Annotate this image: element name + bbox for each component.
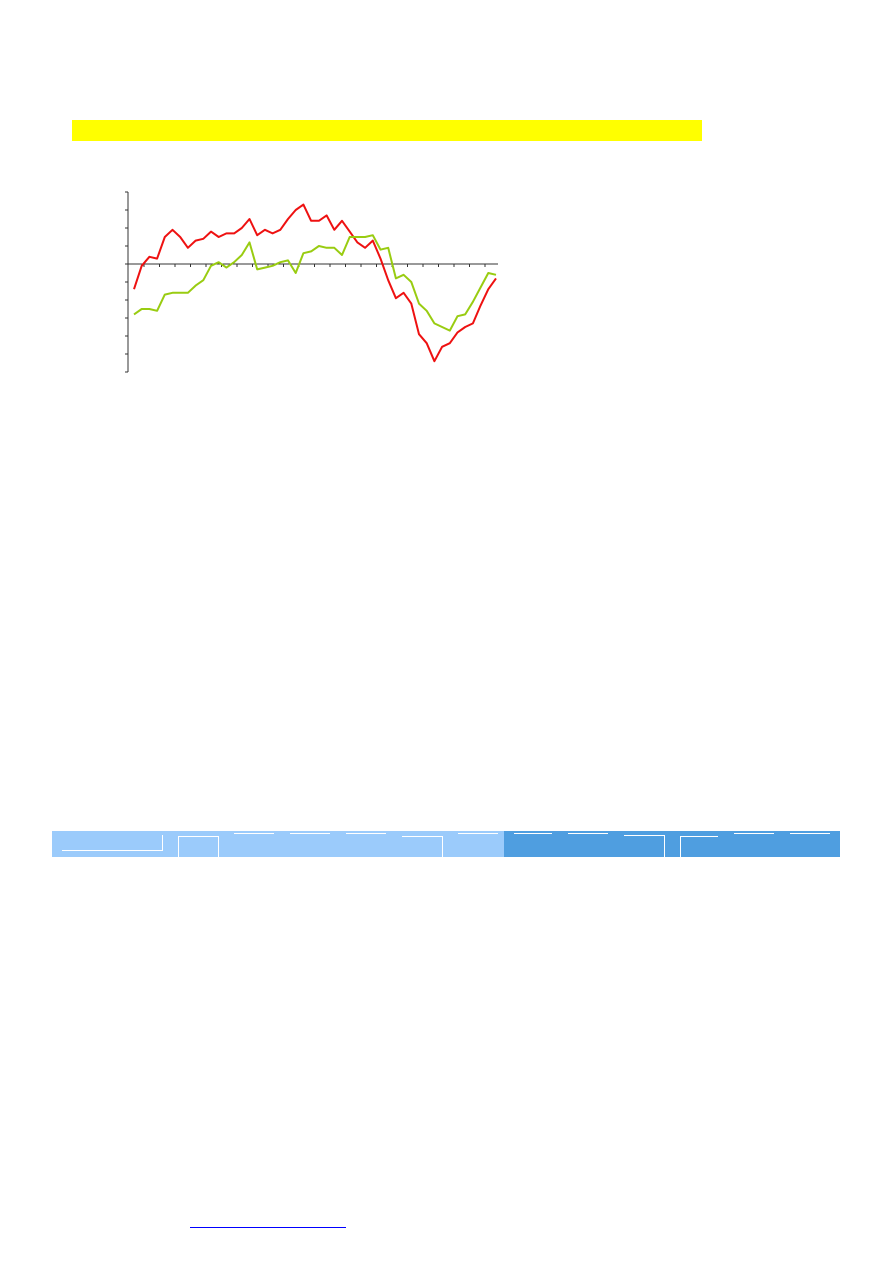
band-rule	[790, 833, 830, 834]
band-rule	[62, 850, 162, 851]
band-rule	[346, 833, 386, 834]
band-rule	[402, 836, 442, 837]
line-chart	[125, 191, 498, 373]
series-line-2	[133, 234, 497, 332]
table-header-band-dark	[504, 831, 840, 857]
band-rule	[514, 833, 552, 834]
band-rule	[624, 835, 664, 836]
band-divider	[680, 836, 681, 857]
band-divider	[442, 836, 443, 857]
band-divider	[178, 836, 179, 857]
series-line-1	[133, 203, 497, 363]
band-rule	[568, 833, 608, 834]
band-rule	[734, 833, 774, 834]
band-rule	[290, 833, 330, 834]
table-header-band-light	[52, 831, 504, 857]
band-rule	[178, 836, 218, 837]
band-divider	[162, 835, 163, 851]
table-header-band	[52, 831, 840, 857]
band-divider	[218, 836, 219, 857]
footer-link[interactable]	[190, 1215, 346, 1228]
band-rule	[458, 833, 498, 834]
band-rule	[234, 833, 274, 834]
highlight-bar	[72, 120, 702, 141]
band-divider	[664, 835, 665, 857]
band-rule	[680, 836, 718, 837]
